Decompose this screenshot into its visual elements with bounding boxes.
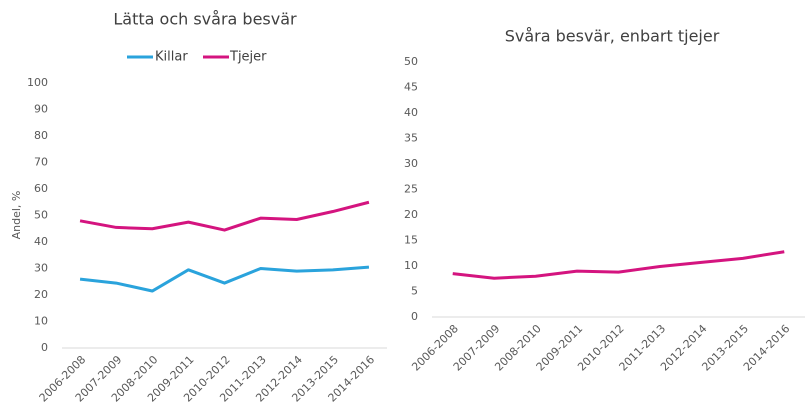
y-tick-label: 5 bbox=[411, 285, 418, 298]
y-tick-label: 60 bbox=[34, 182, 48, 195]
y-tick-label: 20 bbox=[404, 208, 418, 221]
y-tick-label: 90 bbox=[34, 103, 48, 116]
y-axis-label: Andel, % bbox=[10, 191, 23, 240]
line bbox=[79, 265, 370, 293]
y-tick-label: 0 bbox=[411, 310, 418, 323]
y-tick-label: 45 bbox=[404, 81, 418, 94]
y-tick-label: 50 bbox=[34, 209, 48, 222]
line bbox=[79, 200, 370, 232]
y-tick-label: 40 bbox=[404, 106, 418, 119]
y-tick-label: 10 bbox=[34, 315, 48, 328]
y-tick-label: 40 bbox=[34, 235, 48, 248]
y-tick-label: 0 bbox=[41, 341, 48, 354]
legend-label: Tjejer bbox=[229, 50, 267, 65]
y-tick-label: 25 bbox=[404, 183, 418, 196]
y-tick-label: 80 bbox=[34, 129, 48, 142]
y-tick-label: 35 bbox=[404, 132, 418, 145]
y-tick-label: 20 bbox=[34, 288, 48, 301]
y-tick-label: 70 bbox=[34, 156, 48, 169]
chart-title: Svåra besvär, enbart tjejer bbox=[505, 27, 720, 46]
line bbox=[452, 250, 785, 280]
y-tick-label: 10 bbox=[404, 259, 418, 272]
y-tick-label: 50 bbox=[404, 55, 418, 68]
legend-label: Killar bbox=[155, 50, 188, 65]
y-tick-label: 30 bbox=[404, 157, 418, 170]
y-tick-label: 15 bbox=[404, 234, 418, 247]
chart-title: Lätta och svåra besvär bbox=[113, 10, 297, 29]
y-tick-label: 100 bbox=[27, 76, 48, 89]
y-tick-label: 30 bbox=[34, 262, 48, 275]
